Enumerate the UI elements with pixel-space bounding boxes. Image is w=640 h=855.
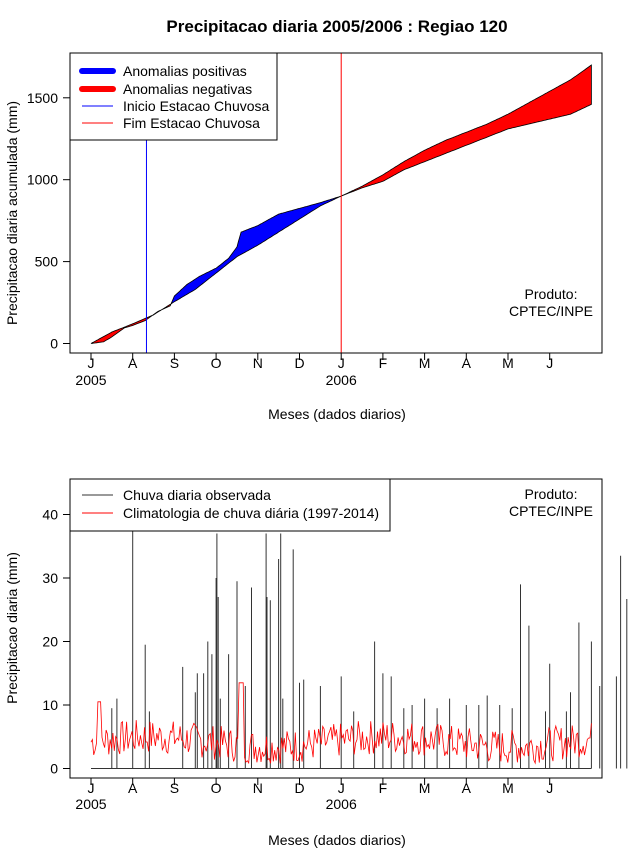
y-axis-1: 0 500 1000 1500 <box>27 90 70 352</box>
x-tick-label-2-7: F <box>379 780 388 796</box>
climatology-layer <box>90 682 592 765</box>
y-tick-label-1-3: 1500 <box>27 90 58 106</box>
y-axis-label-1: Precipitacao diaria acumulada (mm) <box>4 101 20 325</box>
y-tick-label-1-0: 0 <box>50 336 58 352</box>
y-axis-2: 0 10 20 30 40 <box>42 507 70 777</box>
x-tick-label-1-6: J <box>338 355 345 371</box>
x-tick-label-1-2: S <box>170 355 179 371</box>
x-tick-label-2-3: O <box>211 780 222 796</box>
legend-box-1 <box>69 52 278 141</box>
legend-label-negative: Anomalias negativas <box>123 81 252 97</box>
season-lines-layer <box>145 53 342 353</box>
x-tick-label-1-11: J <box>546 355 553 371</box>
chart-title: Precipitacao diaria 2005/2006 : Regiao 1… <box>166 17 507 36</box>
x-tick-label-2-6: J <box>338 780 345 796</box>
x-axis-label-1: Meses (dados diarios) <box>268 406 406 422</box>
y-tick-label-2-0: 0 <box>50 761 58 777</box>
legend-label-end: Fim Estacao Chuvosa <box>123 115 260 131</box>
y-tick-label-2-3: 30 <box>42 570 58 586</box>
credit-cptec-2: CPTEC/INPE <box>509 503 593 519</box>
y-axis-label-2: Precipitacao diaria (mm) <box>4 552 20 704</box>
x-tick-label-2-1: A <box>128 780 138 796</box>
y-tick-label-2-2: 20 <box>42 634 58 650</box>
y-tick-label-2-4: 40 <box>42 507 58 523</box>
year-label-1-0: 2005 <box>75 372 106 388</box>
x-tick-label-1-9: A <box>462 355 472 371</box>
y-tick-label-1-2: 1000 <box>27 172 58 188</box>
legend-1: Anomalias positivas Anomalias negativas … <box>69 52 278 141</box>
x-tick-label-1-3: O <box>211 355 222 371</box>
credit-cptec-1: CPTEC/INPE <box>509 303 593 319</box>
year-label-1-1: 2006 <box>326 372 357 388</box>
negative-anomaly-area-5 <box>342 64 592 197</box>
observed-rain-layer <box>91 527 628 769</box>
x-tick-label-2-0: J <box>88 780 95 796</box>
positive-anomaly-area-2 <box>153 309 163 316</box>
x-tick-label-1-8: M <box>419 355 431 371</box>
year-label-2-0: 2005 <box>75 796 106 812</box>
legend-label-observed: Chuva diaria observada <box>123 487 271 503</box>
x-tick-label-1-5: D <box>294 355 304 371</box>
negative-anomaly-area-3 <box>161 302 173 310</box>
legend-2: Chuva diaria observada Climatologia de c… <box>69 478 391 532</box>
x-tick-label-2-8: M <box>419 780 431 796</box>
x-tick-label-2-9: A <box>462 780 472 796</box>
x-tick-label-2-10: M <box>502 780 514 796</box>
credit-produto-1: Produto: <box>525 286 578 302</box>
x-tick-label-2-4: N <box>253 780 263 796</box>
climatology-line <box>90 682 592 765</box>
x-tick-label-1-7: F <box>379 355 388 371</box>
anomaly-area-layer <box>90 64 592 344</box>
legend-label-onset: Inicio Estacao Chuvosa <box>123 98 270 114</box>
x-tick-label-2-5: D <box>294 780 304 796</box>
y-tick-label-1-1: 500 <box>35 254 59 270</box>
year-label-2-1: 2006 <box>326 796 357 812</box>
x-tick-label-2-11: J <box>546 780 553 796</box>
x-tick-label-1-10: M <box>502 355 514 371</box>
legend-label-positive: Anomalias positivas <box>123 63 247 79</box>
x-tick-label-1-1: A <box>128 355 138 371</box>
x-axis-label-2: Meses (dados diarios) <box>268 832 406 848</box>
x-tick-label-2-2: S <box>170 780 179 796</box>
negative-anomaly-area-1 <box>92 313 155 344</box>
x-tick-label-1-4: N <box>253 355 263 371</box>
positive-anomaly-area-4 <box>171 194 344 305</box>
legend-box-2 <box>69 478 391 532</box>
legend-label-climatology: Climatologia de chuva diária (1997-2014) <box>123 505 379 521</box>
x-tick-label-1-0: J <box>88 355 95 371</box>
credit-produto-2: Produto: <box>525 486 578 502</box>
y-tick-label-2-1: 10 <box>42 697 58 713</box>
